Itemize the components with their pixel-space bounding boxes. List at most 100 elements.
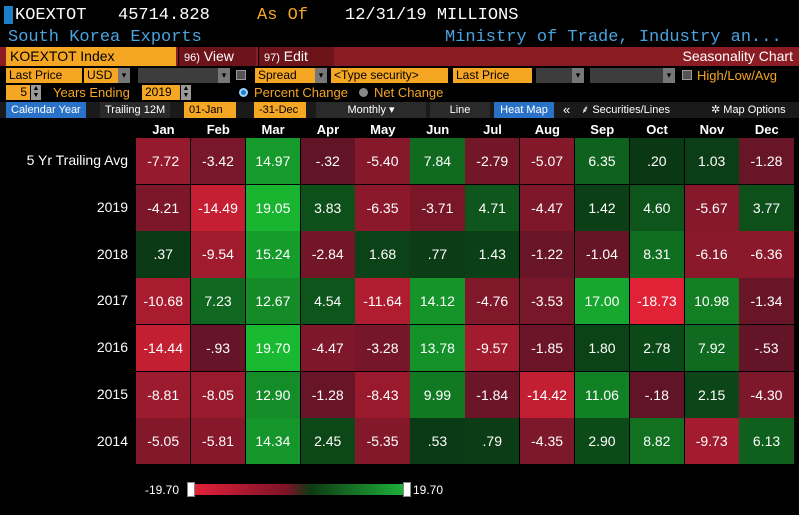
heatmap-cell[interactable]: .37	[136, 231, 192, 279]
spread-selector[interactable]: Spread	[255, 68, 315, 83]
heatmap-cell[interactable]: 2.90	[574, 418, 631, 466]
heatmap-cell[interactable]: -8.81	[136, 371, 192, 419]
empty-selector-2[interactable]	[536, 68, 572, 83]
heatmap-cell[interactable]: .79	[465, 418, 521, 466]
empty-selector-3[interactable]	[590, 68, 663, 83]
heatmap-cell[interactable]: -2.79	[465, 138, 521, 186]
heatmap-cell[interactable]: -7.72	[136, 138, 192, 186]
heatmap-cell[interactable]: 12.67	[245, 278, 302, 326]
heatmap-cell[interactable]: 13.78	[410, 324, 466, 372]
years-spinner-icon[interactable]: ▲ ▼	[31, 85, 41, 100]
heatmap-cell[interactable]: -5.40	[355, 138, 411, 186]
spread-checkbox[interactable]	[236, 70, 246, 80]
heatmap-cell[interactable]: 6.13	[739, 418, 795, 466]
heatmap-cell[interactable]: .20	[629, 138, 685, 186]
dropdown-icon-2[interactable]: ▾	[572, 68, 584, 83]
heatmap-cell[interactable]: 19.70	[245, 324, 302, 372]
heatmap-cell[interactable]: -1.28	[300, 371, 356, 419]
heatmap-cell[interactable]: 8.82	[629, 418, 685, 466]
start-date-input[interactable]: 01-Jan	[184, 102, 236, 118]
collapse-icon[interactable]: «	[563, 102, 571, 117]
security-field[interactable]: KOEXTOT Index	[6, 47, 176, 66]
spread-dropdown-icon[interactable]: ▾	[315, 68, 327, 83]
dropdown-icon-3[interactable]: ▾	[663, 68, 675, 83]
heatmap-cell[interactable]: 12.90	[245, 371, 302, 419]
heatmap-cell[interactable]: -5.07	[519, 138, 576, 186]
heatmap-cell[interactable]: 1.68	[355, 231, 411, 279]
empty-selector-1[interactable]	[138, 68, 218, 83]
heatmap-cell[interactable]: -9.73	[684, 418, 740, 466]
heatmap-cell[interactable]: -5.05	[136, 418, 192, 466]
heatmap-cell[interactable]: -1.34	[739, 278, 795, 326]
type-security-input[interactable]: <Type security>	[331, 68, 448, 83]
heatmap-cell[interactable]: 2.78	[629, 324, 685, 372]
heatmap-cell[interactable]: 1.80	[574, 324, 631, 372]
currency-selector[interactable]: USD	[84, 68, 118, 83]
year-spinner-icon[interactable]: ▲ ▼	[181, 85, 191, 100]
end-date-input[interactable]: -31-Dec	[254, 102, 306, 118]
heatmap-cell[interactable]: -1.04	[574, 231, 631, 279]
dropdown-icon-1[interactable]: ▾	[218, 68, 230, 83]
heatmap-cell[interactable]: 4.54	[300, 278, 356, 326]
heatmap-cell[interactable]: 15.24	[245, 231, 302, 279]
frequency-dropdown[interactable]: Monthly ▾	[316, 102, 426, 118]
heatmap-cell[interactable]: 4.71	[465, 184, 521, 232]
heatmap-cell[interactable]: -14.49	[190, 184, 247, 232]
heatmap-cell[interactable]: 14.34	[245, 418, 302, 466]
heatmap-cell[interactable]: -2.84	[300, 231, 356, 279]
year-end-input[interactable]: 2019	[142, 85, 180, 100]
securities-lines-button[interactable]: ⸙ Securities/Lines	[576, 102, 675, 118]
heatmap-cell[interactable]: -1.28	[739, 138, 795, 186]
heatmap-cell[interactable]: -.32	[300, 138, 356, 186]
net-change-radio[interactable]	[359, 88, 368, 97]
heatmap-cell[interactable]: -14.44	[136, 324, 192, 372]
heatmap-cell[interactable]: -5.67	[684, 184, 740, 232]
heatmap-cell[interactable]: 4.60	[629, 184, 685, 232]
view-menu[interactable]: 96) View	[178, 47, 256, 66]
field-selector[interactable]: Last Price	[6, 68, 82, 83]
heatmap-cell[interactable]: -8.43	[355, 371, 411, 419]
heatmap-cell[interactable]: 2.15	[684, 371, 740, 419]
heatmap-cell[interactable]: .53	[410, 418, 466, 466]
heatmap-cell[interactable]: 3.83	[300, 184, 356, 232]
heatmap-cell[interactable]: -6.16	[684, 231, 740, 279]
heatmap-cell[interactable]: -1.85	[519, 324, 576, 372]
map-options-button[interactable]: ✲ Map Options	[706, 102, 791, 118]
heatmap-cell[interactable]: 11.06	[574, 371, 631, 419]
heatmap-cell[interactable]: 1.03	[684, 138, 740, 186]
field2-selector[interactable]: Last Price	[453, 68, 532, 83]
heatmap-cell[interactable]: -4.21	[136, 184, 192, 232]
heatmap-cell[interactable]: 14.97	[245, 138, 302, 186]
heatmap-cell[interactable]: -14.42	[519, 371, 576, 419]
heatmap-cell[interactable]: -4.76	[465, 278, 521, 326]
heatmap-cell[interactable]: -10.68	[136, 278, 192, 326]
heatmap-cell[interactable]: 19.05	[245, 184, 302, 232]
heat-map-button[interactable]: Heat Map	[494, 102, 554, 118]
heatmap-cell[interactable]: -1.22	[519, 231, 576, 279]
heatmap-cell[interactable]: -.53	[739, 324, 795, 372]
heatmap-cell[interactable]: -.93	[190, 324, 247, 372]
scale-max-handle[interactable]	[403, 482, 411, 497]
heatmap-cell[interactable]: 3.77	[739, 184, 795, 232]
heatmap-cell[interactable]: 6.35	[574, 138, 631, 186]
heatmap-cell[interactable]: 9.99	[410, 371, 466, 419]
command-cursor[interactable]	[4, 6, 13, 24]
heatmap-cell[interactable]: 14.12	[410, 278, 466, 326]
heatmap-cell[interactable]: 7.92	[684, 324, 740, 372]
currency-dropdown-icon[interactable]: ▾	[118, 68, 130, 83]
high-low-avg-checkbox[interactable]	[682, 70, 692, 80]
heatmap-cell[interactable]: -9.57	[465, 324, 521, 372]
heatmap-cell[interactable]: -6.35	[355, 184, 411, 232]
heatmap-cell[interactable]: -4.35	[519, 418, 576, 466]
heatmap-cell[interactable]: -4.47	[519, 184, 576, 232]
heatmap-cell[interactable]: -3.42	[190, 138, 247, 186]
heatmap-cell[interactable]: 17.00	[574, 278, 631, 326]
heatmap-cell[interactable]: -3.71	[410, 184, 466, 232]
scale-min-handle[interactable]	[187, 482, 195, 497]
heatmap-cell[interactable]: -6.36	[739, 231, 795, 279]
line-view-button[interactable]: Line	[430, 102, 490, 118]
trailing-12m-button[interactable]: Trailing 12M	[100, 102, 171, 118]
heatmap-cell[interactable]: -1.84	[465, 371, 521, 419]
heatmap-cell[interactable]: -3.28	[355, 324, 411, 372]
heatmap-cell[interactable]: -5.81	[190, 418, 247, 466]
